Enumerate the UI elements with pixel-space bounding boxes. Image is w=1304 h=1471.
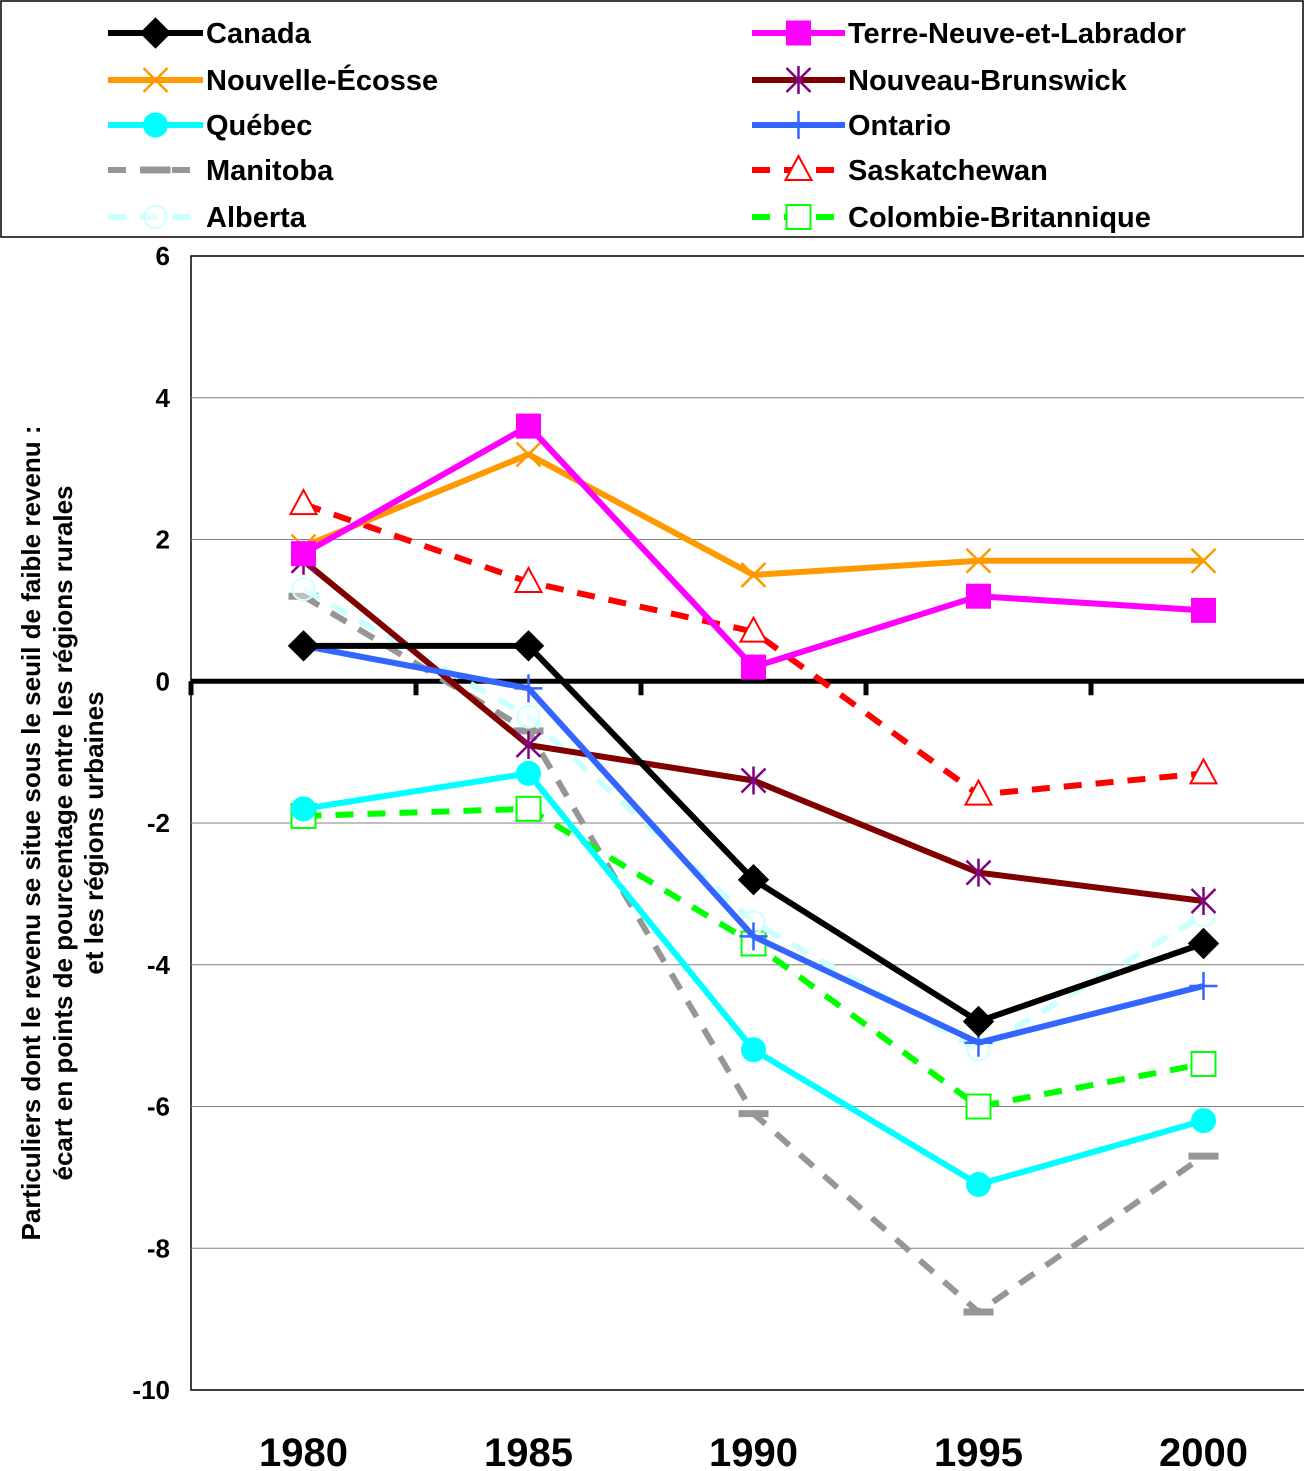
x-tick-label: 2000 xyxy=(1159,1431,1248,1471)
legend-item-terre-neuve-et-labrador: Terre-Neuve-et-Labrador xyxy=(752,18,1186,50)
legend-label: Saskatchewan xyxy=(848,155,1048,187)
x-tick-label: 1985 xyxy=(484,1431,573,1471)
legend-box xyxy=(0,0,1304,238)
data-point xyxy=(512,630,545,662)
data-point xyxy=(963,778,994,806)
legend-marker xyxy=(783,153,814,181)
data-point xyxy=(1190,1050,1217,1077)
y-tick-label: -4 xyxy=(147,950,171,980)
legend-item-ontario: Ontario xyxy=(752,110,951,142)
legend-label: Colombie-Britannique xyxy=(848,202,1151,234)
x-tick-label: 1980 xyxy=(259,1431,348,1471)
data-point xyxy=(965,1093,992,1120)
data-point xyxy=(966,1171,991,1197)
data-point xyxy=(1191,597,1216,623)
data-point xyxy=(1187,927,1220,960)
data-point xyxy=(515,441,542,468)
legend-item-colombie-britannique: Colombie-Britannique xyxy=(752,202,1151,234)
data-point xyxy=(741,1037,766,1063)
data-point xyxy=(1191,1108,1216,1134)
legend-item-nouveau-brunswick: Nouveau-Brunswick xyxy=(752,65,1128,97)
data-point xyxy=(514,674,543,703)
legend-marker xyxy=(786,20,811,46)
legend-label: Terre-Neuve-et-Labrador xyxy=(848,18,1186,50)
legend-marker xyxy=(784,111,813,139)
legend: Canada Terre-Neuve-et-Labrador Nouvelle-Éc… xyxy=(0,0,1304,238)
series-saskatchewan xyxy=(288,487,1219,806)
y-axis-title-line: Particuliers dont le revenu se situe sou… xyxy=(16,426,46,1241)
series-group xyxy=(287,413,1220,1316)
data-point xyxy=(1189,972,1218,1001)
data-point xyxy=(739,922,768,951)
data-point xyxy=(515,731,542,760)
data-point xyxy=(291,577,316,602)
legend-marker xyxy=(143,112,168,138)
data-point xyxy=(1190,886,1217,915)
series-canada xyxy=(287,630,1220,1038)
data-point xyxy=(516,704,541,729)
x-axis xyxy=(188,678,1304,696)
x-tick-label: 1990 xyxy=(709,1431,798,1471)
legend-marker xyxy=(139,17,172,49)
data-point xyxy=(513,565,544,594)
y-axis-title-line: écart en points de pourcentage entre les… xyxy=(48,486,78,1181)
data-point xyxy=(515,795,542,822)
legend-item-canada: Canada xyxy=(108,17,312,50)
data-point xyxy=(737,863,770,896)
data-point xyxy=(287,630,320,662)
legend-item-saskatchewan: Saskatchewan xyxy=(752,153,1048,187)
data-point xyxy=(291,796,316,822)
y-tick-label: -10 xyxy=(132,1375,170,1405)
data-point xyxy=(966,583,991,609)
data-point xyxy=(962,1005,995,1038)
legend-item-nouvelle-ecosse: Nouvelle-Écosse xyxy=(108,63,438,97)
data-point xyxy=(516,760,541,786)
legend-label: Ontario xyxy=(848,110,951,142)
legend-label: Manitoba xyxy=(206,155,334,187)
y-tick-label: 2 xyxy=(156,525,170,555)
data-point xyxy=(741,654,766,680)
data-point xyxy=(738,615,769,643)
x-axis-labels: 1980 1985 1990 1995 2000 xyxy=(259,1431,1248,1471)
legend-label: Nouvelle-Écosse xyxy=(206,63,438,97)
y-axis-ticks: 6 4 2 0 -2 -4 -6 -8 -10 xyxy=(132,241,170,1405)
y-tick-label: 4 xyxy=(156,383,171,413)
x-tick-label: 1995 xyxy=(934,1431,1023,1471)
plot-area xyxy=(188,255,1304,1391)
legend-item-quebec: Québec xyxy=(108,110,312,142)
legend-marker xyxy=(785,66,812,94)
data-point xyxy=(288,487,319,516)
gridlines xyxy=(191,397,1304,1249)
y-tick-label: -2 xyxy=(147,808,170,838)
series-quebec xyxy=(291,760,1216,1197)
legend-item-alberta: Alberta xyxy=(108,202,307,234)
legend-label: Canada xyxy=(206,18,312,50)
legend-item-manitoba: Manitoba xyxy=(108,155,334,187)
y-axis-title: Particuliers dont le revenu se situe sou… xyxy=(16,426,109,1241)
y-tick-label: 0 xyxy=(156,666,170,696)
legend-marker xyxy=(785,204,812,230)
data-point xyxy=(965,547,992,574)
data-point xyxy=(516,413,541,439)
data-point xyxy=(740,766,767,795)
series-terre-neuve-et-labrador xyxy=(291,413,1216,680)
data-point xyxy=(1188,757,1219,785)
y-tick-label: -8 xyxy=(147,1233,170,1263)
legend-label: Nouveau-Brunswick xyxy=(848,65,1128,97)
legend-label: Alberta xyxy=(206,202,307,234)
y-tick-label: 6 xyxy=(156,241,170,271)
legend-label: Québec xyxy=(206,110,312,142)
legend-marker xyxy=(143,205,168,229)
data-point xyxy=(740,562,767,588)
data-point xyxy=(291,541,316,567)
y-tick-label: -6 xyxy=(147,1092,170,1122)
legend-marker xyxy=(142,67,169,93)
data-point xyxy=(1190,547,1217,574)
y-axis-title-line: et les régions urbaines xyxy=(79,691,109,974)
data-point xyxy=(965,858,992,887)
